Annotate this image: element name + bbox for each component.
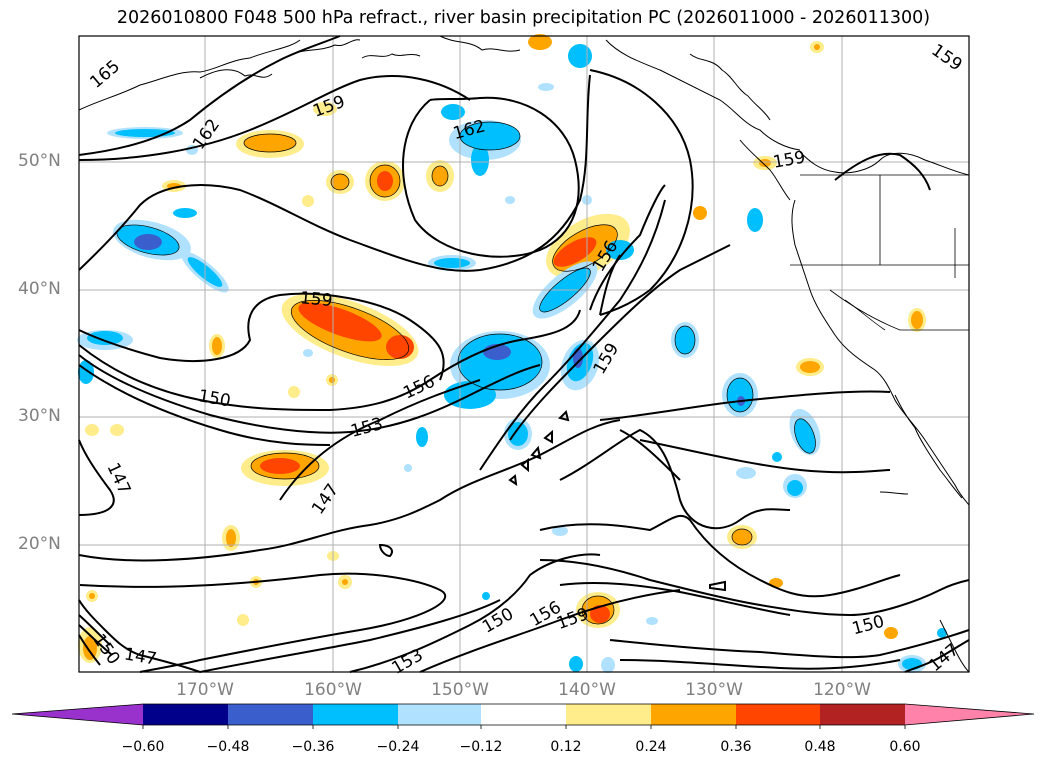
- colorbar-segment: [566, 704, 651, 725]
- colorbar-segment: [143, 704, 228, 725]
- colorbar-tick-label: 0.48: [804, 739, 836, 755]
- contour-label: 159: [299, 288, 333, 311]
- lon-label: 120°W: [813, 680, 871, 700]
- lon-label: 170°W: [176, 680, 234, 700]
- colorbar-under-arrow: [12, 704, 143, 725]
- colorbar-segment: [313, 704, 398, 725]
- map-border: [78, 35, 970, 673]
- colorbar-tick-label: −0.36: [291, 739, 335, 755]
- refractivity-contours: [78, 35, 970, 673]
- coastlines: [78, 35, 970, 673]
- negative-anomaly-shading: [77, 44, 947, 673]
- lat-label: 50°N: [18, 151, 61, 171]
- colorbar: [11, 703, 1035, 729]
- lon-label: 130°W: [685, 680, 743, 700]
- lon-label: 160°W: [304, 680, 362, 700]
- colorbar-segment: [736, 704, 820, 725]
- anomaly-outlines: [116, 121, 816, 625]
- colorbar-segment: [820, 704, 905, 725]
- lat-label: 20°N: [18, 534, 61, 554]
- lon-label: 150°W: [431, 680, 489, 700]
- lat-label: 30°N: [18, 406, 61, 426]
- colorbar-tick-label: −0.48: [206, 739, 250, 755]
- colorbar-over-arrow: [905, 704, 1034, 725]
- lon-label: 140°W: [558, 680, 616, 700]
- colorbar-tick-label: 0.60: [889, 739, 921, 755]
- colorbar-segment: [398, 704, 481, 725]
- map-title: 2026010800 F048 500 hPa refract., river …: [116, 8, 931, 28]
- colorbar-ticks: [142, 725, 906, 729]
- colorbar-tick-label: −0.12: [459, 739, 503, 755]
- colorbar-tick-label: −0.24: [376, 739, 420, 755]
- colorbar-segment: [481, 704, 566, 725]
- colorbar-tick-label: 0.12: [550, 739, 582, 755]
- contour-islands: [378, 410, 570, 558]
- colorbar-tick-label: 0.36: [720, 739, 752, 755]
- lat-label: 40°N: [18, 279, 61, 299]
- colorbar-segment: [651, 704, 736, 725]
- colorbar-segment: [228, 704, 313, 725]
- colorbar-tick-label: −0.60: [121, 739, 165, 755]
- colorbar-tick-label: 0.24: [635, 739, 667, 755]
- political-borders: [790, 174, 969, 331]
